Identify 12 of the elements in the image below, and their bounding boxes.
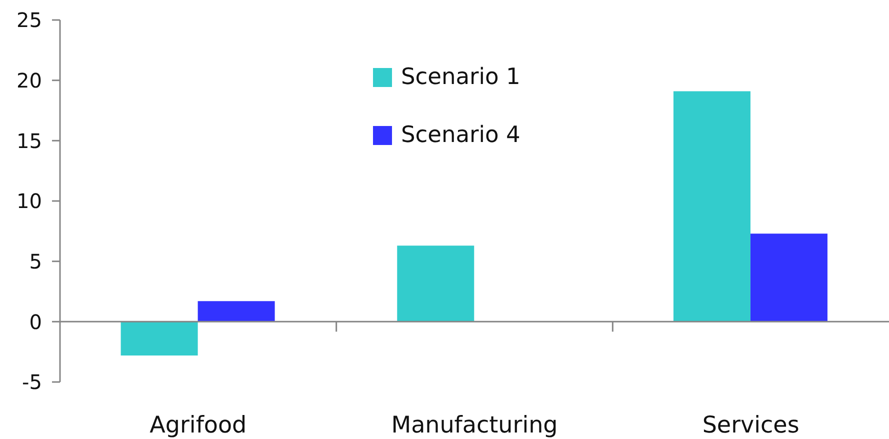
y-tick-label: 5 xyxy=(29,249,42,274)
x-tick-label: Manufacturing xyxy=(391,412,558,438)
legend-label: Scenario 4 xyxy=(401,121,520,150)
y-tick-label: -5 xyxy=(22,370,42,394)
y-tick-label: 0 xyxy=(29,310,42,334)
y-tick-label: 15 xyxy=(16,128,42,153)
y-tick-label: 20 xyxy=(16,68,42,92)
x-tick-label: Agrifood xyxy=(150,412,247,438)
legend-label: Scenario 1 xyxy=(401,63,520,92)
y-tick-label: 25 xyxy=(16,8,42,32)
y-tick-label: 10 xyxy=(16,189,42,214)
x-tick-label: Services xyxy=(702,412,800,438)
